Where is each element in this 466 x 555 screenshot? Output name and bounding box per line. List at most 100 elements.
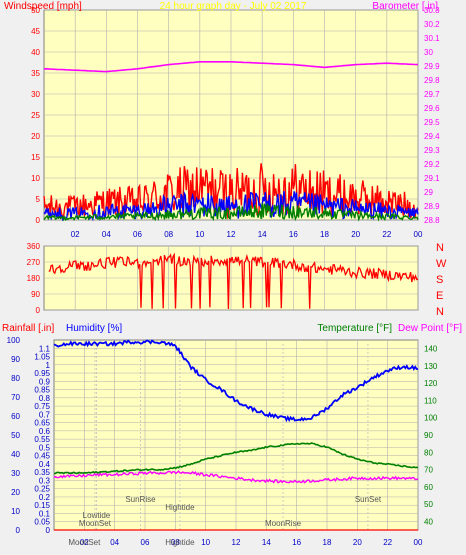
wind-x-tick-label: 08 xyxy=(164,230,173,239)
event-label: MoonRise xyxy=(265,519,302,528)
wind-left-tick-label: 5 xyxy=(36,195,41,204)
rain-tick-label: 0 xyxy=(46,526,51,535)
rain-tick-label: 0.55 xyxy=(34,435,50,444)
compass-label: W xyxy=(436,258,447,270)
climate-x-tick-label: 00 xyxy=(414,538,423,547)
temperature-line xyxy=(53,442,419,475)
direction-tick-label: 180 xyxy=(27,274,41,283)
rain-tick-label: 0.1 xyxy=(39,509,51,518)
wind-x-tick-label: 14 xyxy=(258,230,267,239)
rain-tick-label: 0.45 xyxy=(34,452,50,461)
barometer-tick-label: 29 xyxy=(424,188,433,197)
climate-x-tick-label: 08 xyxy=(171,538,180,547)
wind-direction-line xyxy=(48,252,419,310)
wind-left-tick-label: 35 xyxy=(31,69,40,78)
humidity-tick-label: 20 xyxy=(11,488,20,497)
rain-tick-label: 0.05 xyxy=(34,518,50,527)
barometer-tick-label: 30.2 xyxy=(424,20,440,29)
climate-x-tick-label: 14 xyxy=(262,538,271,547)
climate-x-tick-label: 22 xyxy=(383,538,392,547)
windspeed-axis-title: Windspeed [mph] xyxy=(4,1,82,12)
wind-x-tick-label: 20 xyxy=(351,230,360,239)
rain-tick-label: 0.8 xyxy=(39,394,51,403)
rain-tick-label: 0.4 xyxy=(39,460,51,469)
wind-left-tick-label: 15 xyxy=(31,153,40,162)
compass-label: N xyxy=(436,242,444,254)
barometer-tick-label: 29.2 xyxy=(424,160,440,169)
barometer-tick-label: 29.8 xyxy=(424,76,440,85)
bottom-event-label: Hightide xyxy=(165,538,195,547)
barometer-tick-label: 29.6 xyxy=(424,104,440,113)
rain-tick-label: 0.7 xyxy=(39,410,51,419)
humidity-line xyxy=(53,339,419,423)
humidity-tick-label: 100 xyxy=(7,336,21,345)
humidity-tick-label: 90 xyxy=(11,355,20,364)
rain-tick-label: 0.2 xyxy=(39,493,51,502)
rain-tick-label: 0.3 xyxy=(39,476,51,485)
humidity-tick-label: 30 xyxy=(11,469,20,478)
direction-tick-label: 270 xyxy=(27,258,41,267)
rain-tick-label: 0.35 xyxy=(34,468,50,477)
rain-tick-label: 0.75 xyxy=(34,402,50,411)
event-label: MoonSet xyxy=(79,519,112,528)
climate-x-tick-label: 06 xyxy=(141,538,150,547)
barometer-tick-label: 29.1 xyxy=(424,174,440,183)
temperature-axis-title: Temperature [°F] xyxy=(317,323,392,334)
temperature-tick-label: 110 xyxy=(424,396,437,405)
temperature-tick-label: 140 xyxy=(424,345,438,354)
event-label: Lowtide xyxy=(83,511,111,520)
humidity-tick-label: 80 xyxy=(11,374,20,383)
rain-tick-label: 0.15 xyxy=(34,501,50,510)
rain-tick-label: 0.85 xyxy=(34,386,50,395)
humidity-tick-label: 60 xyxy=(11,412,20,421)
wind-x-tick-label: 22 xyxy=(382,230,391,239)
temperature-tick-label: 70 xyxy=(424,466,433,475)
bottom-event-label: MoonSet xyxy=(68,538,101,547)
wind-left-tick-label: 40 xyxy=(31,48,40,57)
temperature-tick-label: 130 xyxy=(424,362,438,371)
humidity-tick-label: 40 xyxy=(11,450,20,459)
event-label: SunRise xyxy=(125,495,156,504)
wind-x-tick-label: 06 xyxy=(133,230,142,239)
barometer-tick-label: 29.3 xyxy=(424,146,440,155)
wind-speed-line xyxy=(43,190,419,222)
barometer-tick-label: 29.7 xyxy=(424,90,440,99)
humidity-tick-label: 0 xyxy=(16,526,21,535)
wind-left-tick-label: 20 xyxy=(31,132,40,141)
wind-left-tick-label: 50 xyxy=(31,6,40,15)
humidity-tick-label: 70 xyxy=(11,393,20,402)
dewpoint-line xyxy=(53,470,419,484)
rain-tick-label: 0.65 xyxy=(34,419,50,428)
temperature-tick-label: 80 xyxy=(424,448,433,457)
rain-tick-label: 0.9 xyxy=(39,377,51,386)
wind-x-tick-label: 10 xyxy=(195,230,204,239)
wind-left-tick-label: 10 xyxy=(31,174,40,183)
barometer-tick-label: 30.1 xyxy=(424,34,440,43)
barometer-tick-label: 28.8 xyxy=(424,216,440,225)
temperature-tick-label: 40 xyxy=(424,517,433,526)
wind-x-tick-label: 04 xyxy=(102,230,111,239)
event-label: Hightide xyxy=(165,503,195,512)
wind-x-tick-label: 16 xyxy=(289,230,298,239)
compass-label: E xyxy=(436,290,443,302)
climate-x-tick-label: 10 xyxy=(201,538,210,547)
climate-x-tick-label: 20 xyxy=(353,538,362,547)
climate-x-tick-label: 18 xyxy=(323,538,332,547)
rain-tick-label: 0.5 xyxy=(39,443,51,452)
humidity-axis-title: Humidity [%] xyxy=(66,323,122,334)
barometer-tick-label: 29.9 xyxy=(424,62,440,71)
temperature-tick-label: 100 xyxy=(424,414,438,423)
chart-title: 24 hour graph day - July 02 2017 xyxy=(160,1,307,12)
rain-tick-label: 1 xyxy=(46,361,51,370)
wind-left-tick-label: 25 xyxy=(31,111,40,120)
climate-x-tick-label: 02 xyxy=(80,538,89,547)
temperature-tick-label: 50 xyxy=(424,500,433,509)
wind-left-tick-label: 0 xyxy=(36,216,41,225)
rain-tick-label: 0.25 xyxy=(34,485,50,494)
wind-left-tick-label: 45 xyxy=(31,27,40,36)
wind-x-tick-label: 12 xyxy=(227,230,236,239)
climate-x-tick-label: 04 xyxy=(110,538,119,547)
wind-x-tick-label: 00 xyxy=(414,230,423,239)
